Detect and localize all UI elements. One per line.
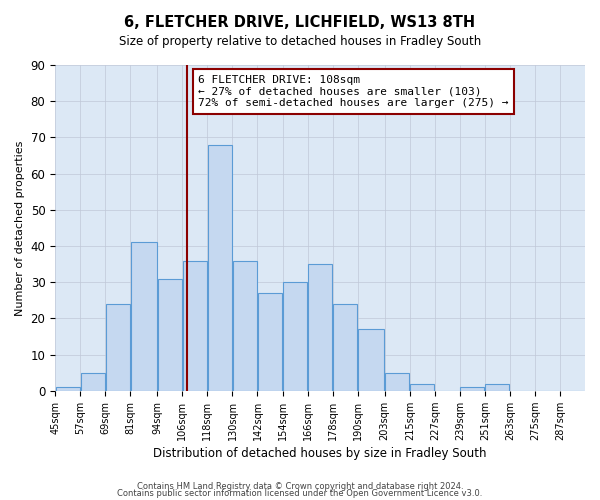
Bar [308,264,332,391]
Bar [385,372,409,391]
Text: Size of property relative to detached houses in Fradley South: Size of property relative to detached ho… [119,35,481,48]
Bar [131,242,157,391]
Text: 6, FLETCHER DRIVE, LICHFIELD, WS13 8TH: 6, FLETCHER DRIVE, LICHFIELD, WS13 8TH [124,15,476,30]
Bar [56,387,80,391]
Text: 6 FLETCHER DRIVE: 108sqm
← 27% of detached houses are smaller (103)
72% of semi-: 6 FLETCHER DRIVE: 108sqm ← 27% of detach… [198,75,509,108]
Bar [183,260,207,391]
Bar [485,384,509,391]
Bar [258,293,282,391]
Bar [208,144,232,391]
Bar [158,278,182,391]
Bar [106,304,130,391]
Bar [81,372,104,391]
Text: Contains HM Land Registry data © Crown copyright and database right 2024.: Contains HM Land Registry data © Crown c… [137,482,463,491]
Bar [358,330,384,391]
Bar [283,282,307,391]
Bar [333,304,357,391]
Text: Contains public sector information licensed under the Open Government Licence v3: Contains public sector information licen… [118,489,482,498]
Bar [460,387,484,391]
X-axis label: Distribution of detached houses by size in Fradley South: Distribution of detached houses by size … [154,447,487,460]
Y-axis label: Number of detached properties: Number of detached properties [15,140,25,316]
Bar [410,384,434,391]
Bar [233,260,257,391]
